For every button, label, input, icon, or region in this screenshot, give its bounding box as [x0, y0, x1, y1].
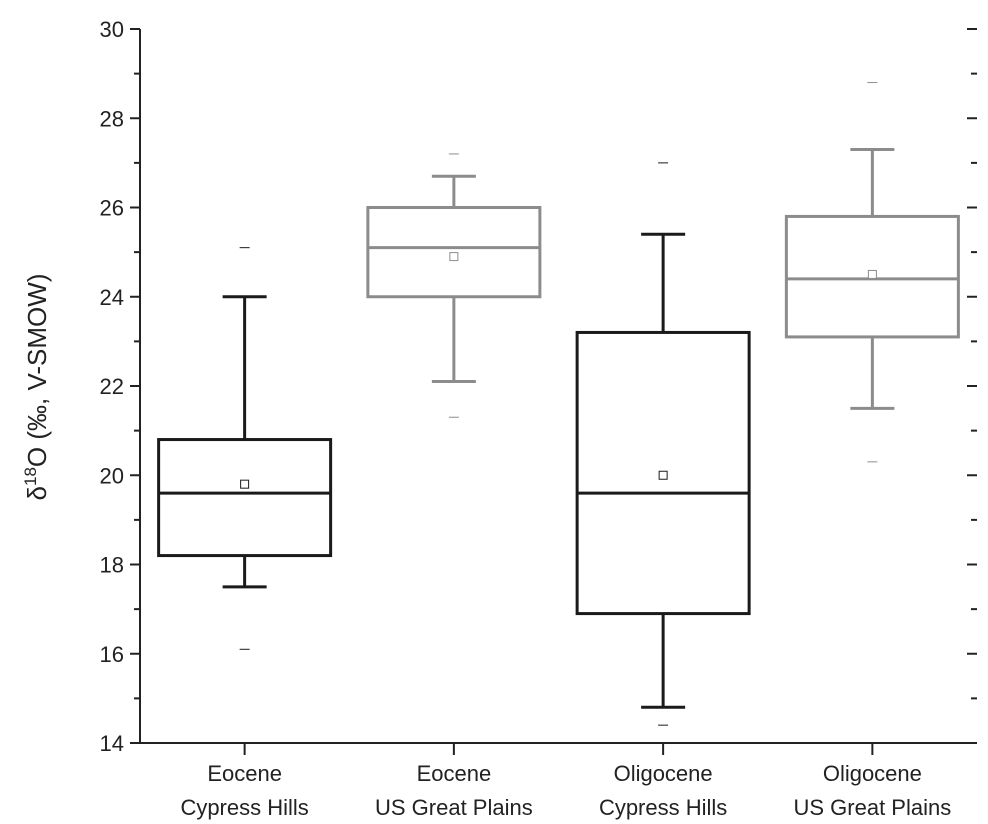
category-label-line: Oligocene	[614, 761, 713, 786]
y-tick-label: 18	[100, 553, 124, 578]
plot-axes: 14 16 18 20 22 24 26 28 30	[100, 17, 977, 756]
box-group	[575, 162, 751, 726]
y-tick-label: 22	[100, 374, 124, 399]
mean-marker	[240, 479, 250, 489]
category-label-line: US Great Plains	[375, 795, 533, 820]
category-label-line: US Great Plains	[794, 795, 952, 820]
category-label-line: Oligocene	[823, 761, 922, 786]
y-tick-label: 24	[100, 285, 124, 310]
box-group	[366, 153, 542, 418]
y-tick-label: 26	[100, 196, 124, 221]
y-tick-label: 14	[100, 731, 124, 756]
y-axis-title-post: O (‰, V-SMOW)	[22, 274, 52, 468]
y-axis-title-sup: 18	[21, 467, 40, 486]
box-group	[157, 247, 333, 650]
category-label-line: Cypress Hills	[599, 795, 727, 820]
category-label-line: Eocene	[417, 761, 492, 786]
mean-marker	[449, 252, 459, 262]
y-tick-label: 20	[100, 463, 124, 488]
mean-marker	[867, 269, 877, 279]
category-label-line: Eocene	[207, 761, 282, 786]
y-axis-title: δ18O (‰, V-SMOW)	[21, 274, 52, 501]
y-tick-label: 30	[100, 17, 124, 42]
category-labels: Eocene Cypress Hills Eocene US Great Plains…	[180, 761, 951, 820]
y-tick-label: 16	[100, 642, 124, 667]
iqr-box	[784, 214, 960, 339]
box-series	[157, 82, 960, 726]
iqr-box	[366, 206, 542, 299]
box-group	[784, 82, 960, 463]
category-label-line: Cypress Hills	[180, 795, 308, 820]
iqr-box	[575, 330, 751, 616]
iqr-box	[157, 438, 333, 558]
y-axis-title-pre: δ	[22, 486, 52, 500]
y-tick-label: 28	[100, 106, 124, 131]
mean-marker	[658, 470, 668, 480]
